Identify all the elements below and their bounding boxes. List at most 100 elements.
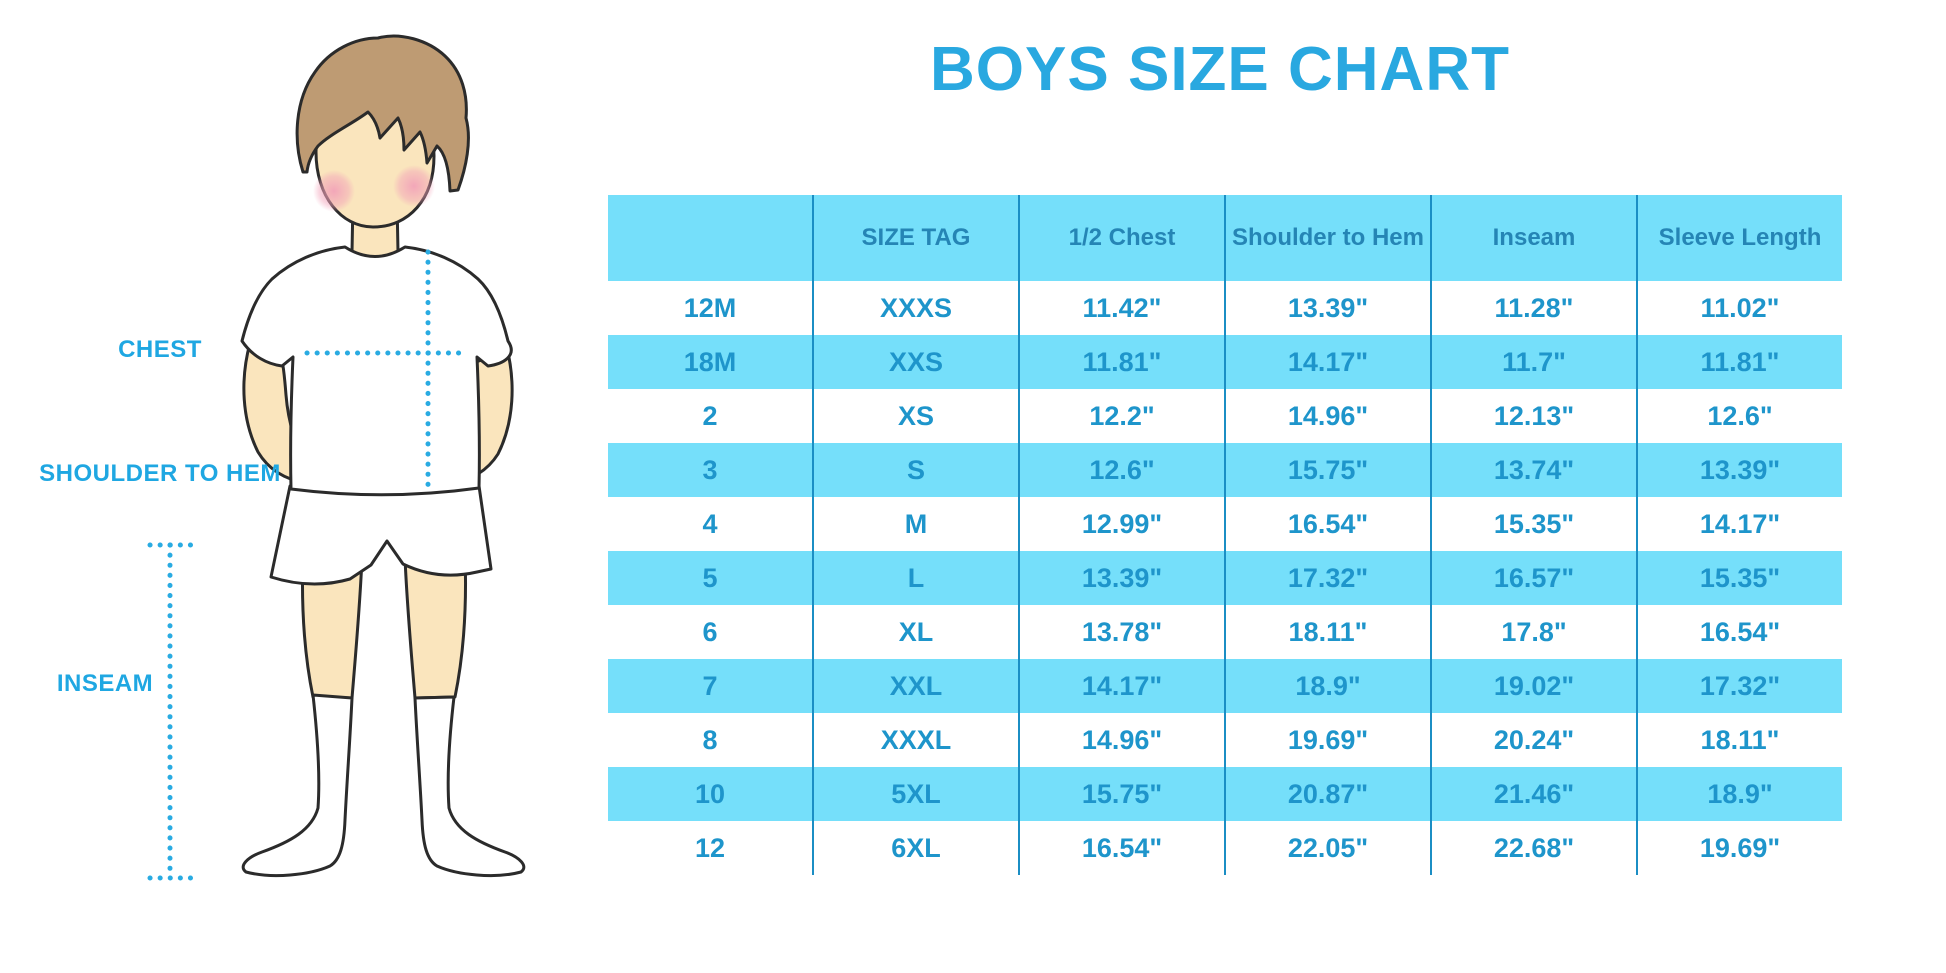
- table-cell: 10: [608, 767, 813, 821]
- table-cell: 14.17": [1636, 497, 1842, 551]
- table-cell: 14.96": [1224, 389, 1431, 443]
- table-cell: 18.9": [1224, 659, 1431, 713]
- table-cell: 8: [702, 724, 718, 755]
- table-cell: XS: [812, 389, 1019, 443]
- table-cell: XL: [812, 605, 1019, 659]
- table-cell: 6: [702, 616, 718, 647]
- table-cell: 19.69": [1224, 713, 1431, 767]
- table-cell: 17.32": [1636, 659, 1842, 713]
- table-cell: 12.99": [1018, 497, 1225, 551]
- table-cell: 17.8": [1430, 605, 1637, 659]
- header-cell-size: [608, 195, 813, 281]
- table-cell: XXXS: [812, 281, 1019, 335]
- table-cell: XXL: [812, 659, 1019, 713]
- table-cell: 18.11": [1224, 605, 1431, 659]
- table-cell: 12M: [683, 292, 737, 323]
- table-cell: 13.78": [1018, 605, 1225, 659]
- table-cell: 12.2": [1018, 389, 1225, 443]
- table-cell: 13.39": [1018, 551, 1225, 605]
- table-row: 18M XXS 11.81" 14.17" 11.7" 11.81": [608, 335, 1842, 389]
- table-cell: 16.54": [1636, 605, 1842, 659]
- table-cell: 22.05": [1224, 821, 1431, 875]
- boy-right-cheek: [393, 165, 435, 207]
- table-cell: 2: [702, 400, 718, 431]
- table-row: 3 S 12.6" 15.75" 13.74" 13.39": [608, 443, 1842, 497]
- table-cell: 12.6": [1636, 389, 1842, 443]
- table-cell: 20.24": [1430, 713, 1637, 767]
- table-row: 6 XL 13.78" 18.11" 17.8" 16.54": [608, 605, 1842, 659]
- size-table-header: SIZE TAG 1/2 Chest Shoulder to Hem Insea…: [608, 195, 1842, 281]
- header-row: SIZE TAG 1/2 Chest Shoulder to Hem Insea…: [608, 195, 1842, 281]
- table-cell: 18M: [608, 335, 813, 389]
- table-cell: 22.68": [1430, 821, 1637, 875]
- table-cell: 5: [608, 551, 813, 605]
- boy-left-sock-foot: [241, 693, 354, 878]
- table-cell: 6XL: [812, 821, 1019, 875]
- header-cell-shoulder-hem: Shoulder to Hem: [1224, 195, 1431, 281]
- size-table-body: 12M XXXS 11.42" 13.39" 11.28" 11.02" 18M XXS 11.…: [608, 281, 1842, 875]
- boy-tshirt: [240, 245, 513, 497]
- table-row: 10 5XL 15.75" 20.87" 21.46" 18.9": [608, 767, 1842, 821]
- table-cell: L: [812, 551, 1019, 605]
- table-cell: 11.42": [1018, 281, 1225, 335]
- table-cell: 11.28": [1430, 281, 1637, 335]
- header-cell-inseam: Inseam: [1430, 195, 1637, 281]
- table-cell: 3: [608, 443, 813, 497]
- table-cell: S: [812, 443, 1019, 497]
- table-cell: 14.17": [1224, 335, 1431, 389]
- table-cell: 5XL: [812, 767, 1019, 821]
- chest-label: CHEST: [118, 336, 202, 363]
- table-cell: 7: [608, 659, 813, 713]
- table-cell: 11.7": [1430, 335, 1637, 389]
- table-cell: 13.74": [1430, 443, 1637, 497]
- inseam-label: INSEAM: [56, 670, 154, 697]
- table-cell: 16.54": [1224, 497, 1431, 551]
- table-cell: 18.11": [1636, 713, 1842, 767]
- table-cell: 15.75": [1224, 443, 1431, 497]
- table-row: 8 XXXL 14.96" 19.69" 20.24" 18.11": [608, 713, 1842, 767]
- table-cell: 21.46": [1430, 767, 1637, 821]
- boy-hair: [295, 34, 470, 193]
- table-cell: 15.35": [1636, 551, 1842, 605]
- table-cell: 12: [694, 832, 726, 863]
- table-cell: 12.13": [1430, 389, 1637, 443]
- table-cell: 15.75": [1018, 767, 1225, 821]
- header-cell-size-tag: SIZE TAG: [812, 195, 1019, 281]
- table-row: 5 L 13.39" 17.32" 16.57" 15.35": [608, 551, 1842, 605]
- boy-illustration: [147, 34, 526, 881]
- header-cell-half-chest: 1/2 Chest: [1018, 195, 1225, 281]
- table-cell: 4: [702, 508, 718, 539]
- table-cell: M: [812, 497, 1019, 551]
- table-cell: 11.81": [1018, 335, 1225, 389]
- boy-right-sock-foot: [413, 695, 526, 878]
- table-cell: XXS: [812, 335, 1019, 389]
- table-cell: 19.02": [1430, 659, 1637, 713]
- table-cell: 15.35": [1430, 497, 1637, 551]
- table-row: 4 M 12.99" 16.54" 15.35" 14.17": [608, 497, 1842, 551]
- table-cell: 19.69": [1636, 821, 1842, 875]
- table-cell: 14.96": [1018, 713, 1225, 767]
- shoulder-to-hem-label: SHOULDER TO HEM: [39, 460, 281, 487]
- table-row: 12M XXXS 11.42" 13.39" 11.28" 11.02": [608, 281, 1842, 335]
- size-table: SIZE TAG 1/2 Chest Shoulder to Hem Insea…: [608, 195, 1842, 875]
- boy-left-cheek: [313, 170, 355, 212]
- table-cell: 14.17": [1018, 659, 1225, 713]
- table-cell: 16.57": [1430, 551, 1637, 605]
- table-cell: 20.87": [1224, 767, 1431, 821]
- table-row: 7 XXL 14.17" 18.9" 19.02" 17.32": [608, 659, 1842, 713]
- table-cell: 18.9": [1636, 767, 1842, 821]
- table-cell: 12.6": [1018, 443, 1225, 497]
- table-row: 2 XS 12.2" 14.96" 12.13" 12.6": [608, 389, 1842, 443]
- header-cell-sleeve-length: Sleeve Length: [1636, 195, 1842, 281]
- table-cell: 17.32": [1224, 551, 1431, 605]
- boy-shorts: [269, 484, 493, 586]
- page-title: BOYS SIZE CHART: [930, 35, 1510, 104]
- table-row: 12 6XL 16.54" 22.05" 22.68" 19.69": [608, 821, 1842, 875]
- table-cell: XXXL: [812, 713, 1019, 767]
- table-cell: 13.39": [1224, 281, 1431, 335]
- table-cell: 13.39": [1636, 443, 1842, 497]
- table-cell: 16.54": [1018, 821, 1225, 875]
- table-cell: 11.02": [1636, 281, 1842, 335]
- table-cell: 11.81": [1636, 335, 1842, 389]
